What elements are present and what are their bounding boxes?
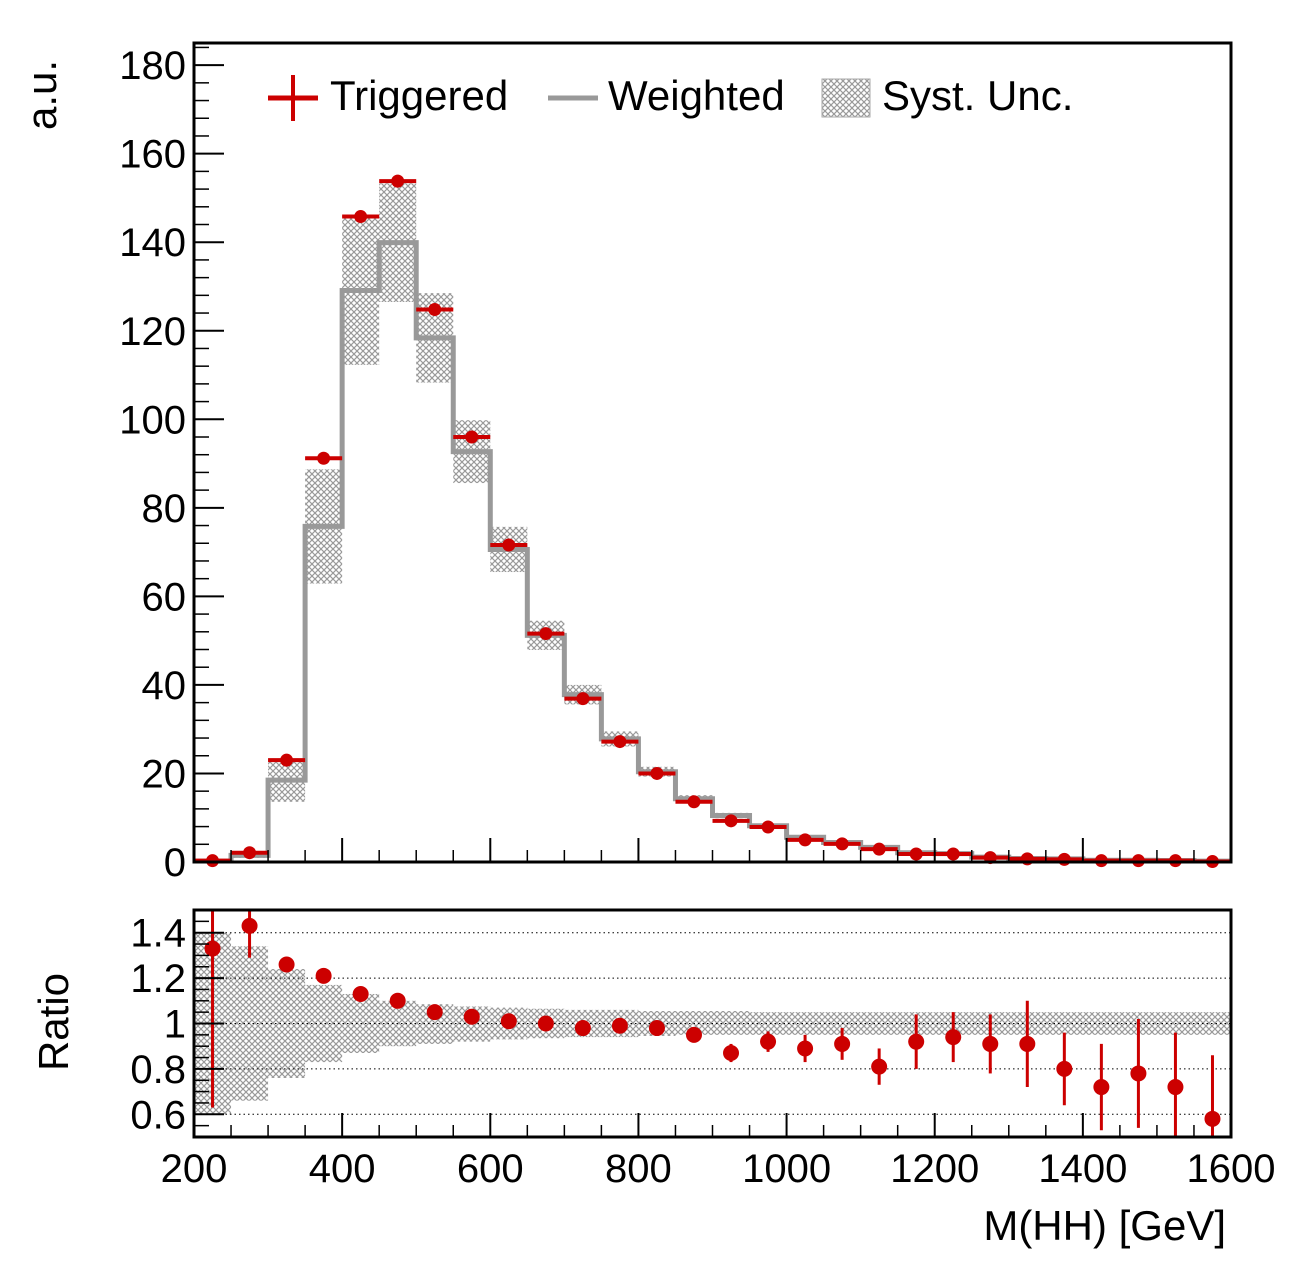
- ratio-point: [389, 992, 406, 1009]
- ratio-band-bin: [786, 1012, 824, 1035]
- triggered-point: [465, 430, 479, 444]
- legend-syst-unc-swatch: [821, 78, 871, 118]
- ratio-y-tick-label: 0.6: [130, 1093, 186, 1137]
- x-tick-label: 200: [161, 1147, 228, 1191]
- ratio-band-bin: [675, 1011, 713, 1035]
- ratio-point: [1056, 1060, 1073, 1077]
- ratio-point: [760, 1033, 777, 1050]
- ratio-point: [1204, 1110, 1221, 1127]
- ratio-y-tick-label: 1.2: [130, 957, 186, 1001]
- main-y-tick-label: 160: [119, 133, 186, 177]
- x-tick-label: 1200: [890, 1147, 979, 1191]
- triggered-point: [428, 303, 442, 317]
- legend-weighted-label: Weighted: [608, 72, 785, 119]
- ratio-y-axis-title: Ratio: [30, 973, 77, 1071]
- ratio-y-tick-label: 0.8: [130, 1048, 186, 1092]
- triggered-point: [650, 766, 664, 780]
- ratio-point: [611, 1017, 628, 1034]
- ratio-band-bin: [712, 1011, 750, 1035]
- ratio-points: [204, 910, 1221, 1137]
- ratio-band-bin: [268, 969, 306, 1078]
- main-y-tick-label: 100: [119, 398, 186, 442]
- ratio-point: [871, 1058, 888, 1075]
- legend-syst-unc-label: Syst. Unc.: [882, 72, 1073, 119]
- ratio-point: [537, 1015, 554, 1032]
- triggered-point: [280, 753, 294, 767]
- ratio-point: [1130, 1065, 1147, 1082]
- syst-unc-band: [194, 183, 1231, 862]
- ratio-point: [685, 1026, 702, 1043]
- ratio-point: [908, 1033, 925, 1050]
- ratio-point: [797, 1040, 814, 1057]
- main-y-tick-label: 80: [142, 487, 187, 531]
- ratio-point: [278, 956, 295, 973]
- triggered-point: [946, 847, 960, 861]
- ratio-point: [352, 985, 369, 1002]
- triggered-point: [835, 837, 849, 851]
- legend-triggered-label: Triggered: [330, 72, 508, 119]
- main-y-tick-label: 40: [142, 664, 187, 708]
- ratio-point: [1019, 1035, 1036, 1052]
- ratio-point: [315, 967, 332, 984]
- x-tick-label: 400: [309, 1147, 376, 1191]
- triggered-point: [539, 627, 553, 641]
- triggered-point: [317, 451, 331, 465]
- ratio-point: [945, 1029, 962, 1046]
- ratio-point: [574, 1020, 591, 1037]
- triggered-point: [354, 210, 368, 224]
- ratio-axes: 0.60.811.21.4: [130, 912, 1232, 1137]
- x-tick-label: 1400: [1038, 1147, 1127, 1191]
- main-y-tick-label: 180: [119, 44, 186, 88]
- triggered-point: [502, 538, 516, 552]
- ratio-point: [1093, 1079, 1110, 1096]
- ratio-point: [982, 1035, 999, 1052]
- legend-triggered-marker: [268, 75, 318, 121]
- main-plot-frame: [192, 41, 1233, 864]
- ratio-band-bin: [1082, 1012, 1120, 1035]
- triggered-point: [872, 842, 886, 856]
- ratio-y-tick-label: 1.4: [130, 912, 186, 956]
- ratio-point: [500, 1013, 517, 1030]
- triggered-point: [724, 814, 738, 828]
- triggered-point: [687, 795, 701, 809]
- main-y-tick-label: 20: [142, 752, 187, 796]
- x-axis-title: M(HH) [GeV]: [983, 1202, 1226, 1249]
- main-y-axis-title: a.u.: [18, 60, 65, 130]
- ratio-point: [648, 1020, 665, 1037]
- ratio-band-bin: [1045, 1012, 1083, 1035]
- triggered-point: [391, 174, 405, 188]
- triggered-point: [798, 833, 812, 847]
- triggered-point: [1057, 852, 1071, 866]
- triggered-point: [761, 820, 775, 834]
- triggered-point: [613, 735, 627, 749]
- triggered-point: [576, 692, 590, 706]
- main-y-tick-label: 60: [142, 575, 187, 619]
- legend: Triggered Weighted Syst. Unc.: [268, 72, 1073, 121]
- ratio-plot-frame: [192, 908, 1233, 1139]
- ratio-point: [723, 1045, 740, 1062]
- x-tick-labels: 200 400 600 800 1000 1200 1400 1600: [161, 1147, 1276, 1191]
- ratio-point: [426, 1004, 443, 1021]
- x-tick-label: 1000: [742, 1147, 831, 1191]
- triggered-point: [243, 846, 257, 860]
- ratio-point: [241, 917, 258, 934]
- x-tick-label: 600: [457, 1147, 524, 1191]
- ratio-y-tick-label: 1: [164, 1003, 186, 1047]
- ratio-point: [834, 1035, 851, 1052]
- main-y-tick-label: 120: [119, 310, 186, 354]
- triggered-point: [909, 847, 923, 861]
- x-tick-label: 800: [605, 1147, 672, 1191]
- main-y-tick-label: 0: [164, 841, 186, 885]
- ratio-band-bin: [305, 984, 343, 1063]
- ratio-point: [463, 1008, 480, 1025]
- ratio-point: [204, 940, 221, 957]
- main-y-tick-label: 140: [119, 221, 186, 265]
- ratio-point: [1167, 1079, 1184, 1096]
- x-tick-label: 1600: [1187, 1147, 1276, 1191]
- ratio-band-bin: [749, 1012, 787, 1035]
